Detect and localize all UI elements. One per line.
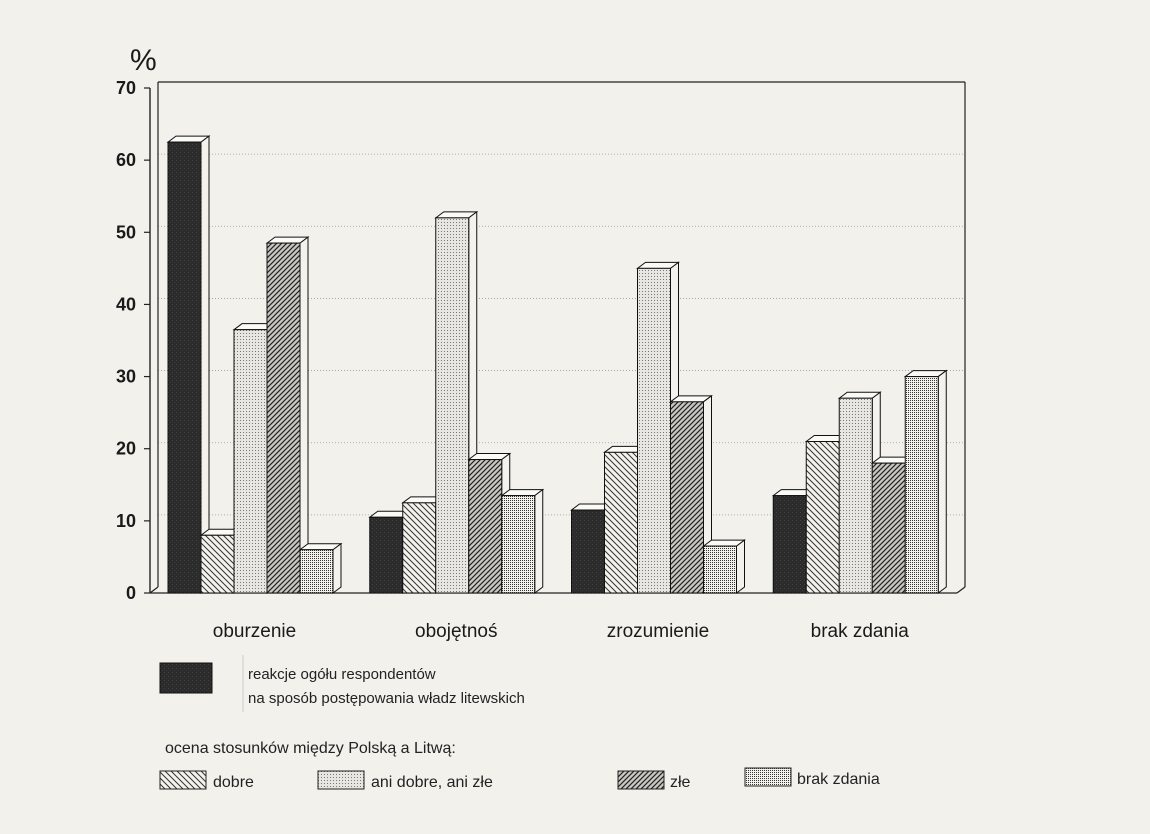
bar — [702, 539, 746, 594]
legend-label-dobre: dobre — [213, 774, 254, 791]
legend-swatch-brak — [744, 767, 792, 787]
legend: reakcje ogółu respondentów na sposób pos… — [159, 655, 880, 791]
category-label: brak zdania — [811, 621, 910, 642]
x-axis-categories: oburzenie obojętnoś zrozumienie brak zdania — [213, 621, 910, 642]
y-axis: 0 10 20 30 40 50 60 70 — [116, 78, 151, 603]
frame-edge — [956, 586, 966, 594]
legend-swatch-zle — [617, 770, 665, 790]
category-label: oburzenie — [213, 621, 296, 642]
bar — [265, 236, 310, 594]
y-tick-label: 70 — [116, 78, 136, 98]
y-tick-label: 10 — [116, 511, 136, 531]
legend-label-zle: złe — [670, 774, 691, 791]
bar — [298, 542, 343, 594]
y-tick-label: 30 — [116, 367, 136, 387]
bar — [903, 369, 948, 594]
legend-label-ani: ani dobre, ani złe — [371, 774, 493, 791]
legend-label-brak: brak zdania — [797, 771, 880, 788]
y-tick-label: 0 — [126, 583, 136, 603]
y-tick-label: 40 — [116, 294, 136, 314]
bars — [166, 135, 948, 594]
y-unit-label: % — [130, 44, 157, 77]
legend-swatch-ani — [317, 770, 365, 790]
frame-edge — [149, 586, 159, 594]
bar — [166, 135, 211, 594]
legend-swatch-dobre — [159, 770, 207, 790]
legend-main-line-2: na sposób postępowania władz litewskich — [248, 690, 525, 707]
bar — [500, 488, 545, 594]
legend-swatch-main — [159, 662, 213, 694]
y-tick-label: 50 — [116, 222, 136, 242]
y-tick-label: 20 — [116, 439, 136, 459]
category-label: zrozumienie — [607, 621, 709, 642]
legend-group-title: ocena stosunków między Polską a Litwą: — [165, 740, 456, 757]
y-tick-label: 60 — [116, 150, 136, 170]
category-label: obojętnoś — [415, 621, 497, 642]
legend-main-line-1: reakcje ogółu respondentów — [248, 666, 436, 683]
